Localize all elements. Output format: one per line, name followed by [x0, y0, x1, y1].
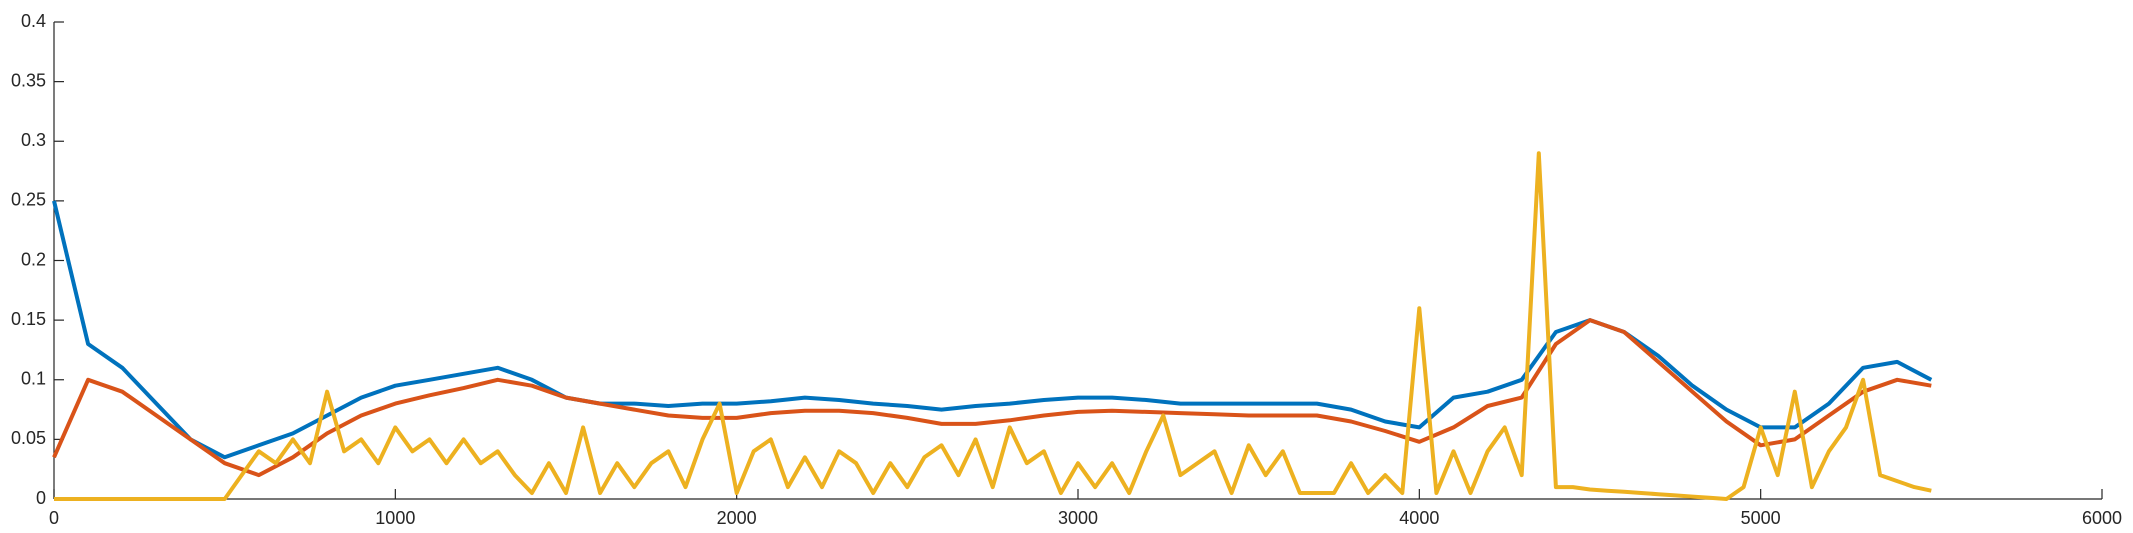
series-line — [54, 151, 1932, 501]
y-tick-label: 0.4 — [21, 11, 46, 31]
y-tick-label: 0.1 — [21, 369, 46, 389]
x-tick-label: 0 — [49, 508, 59, 528]
x-tick-label: 2000 — [717, 508, 757, 528]
x-tick-label: 1000 — [375, 508, 415, 528]
y-tick-label: 0.25 — [11, 190, 46, 210]
x-tick-label: 4000 — [1399, 508, 1439, 528]
y-tick-label: 0.2 — [21, 249, 46, 269]
x-tick-label: 6000 — [2082, 508, 2122, 528]
y-tick-label: 0.3 — [21, 130, 46, 150]
y-tick-label: 0 — [36, 488, 46, 508]
y-tick-label: 0.35 — [11, 70, 46, 90]
x-tick-label: 3000 — [1058, 508, 1098, 528]
y-tick-label: 0.15 — [11, 309, 46, 329]
x-tick-label: 5000 — [1741, 508, 1781, 528]
series-line — [52, 318, 1932, 478]
y-tick-label: 0.05 — [11, 428, 46, 448]
